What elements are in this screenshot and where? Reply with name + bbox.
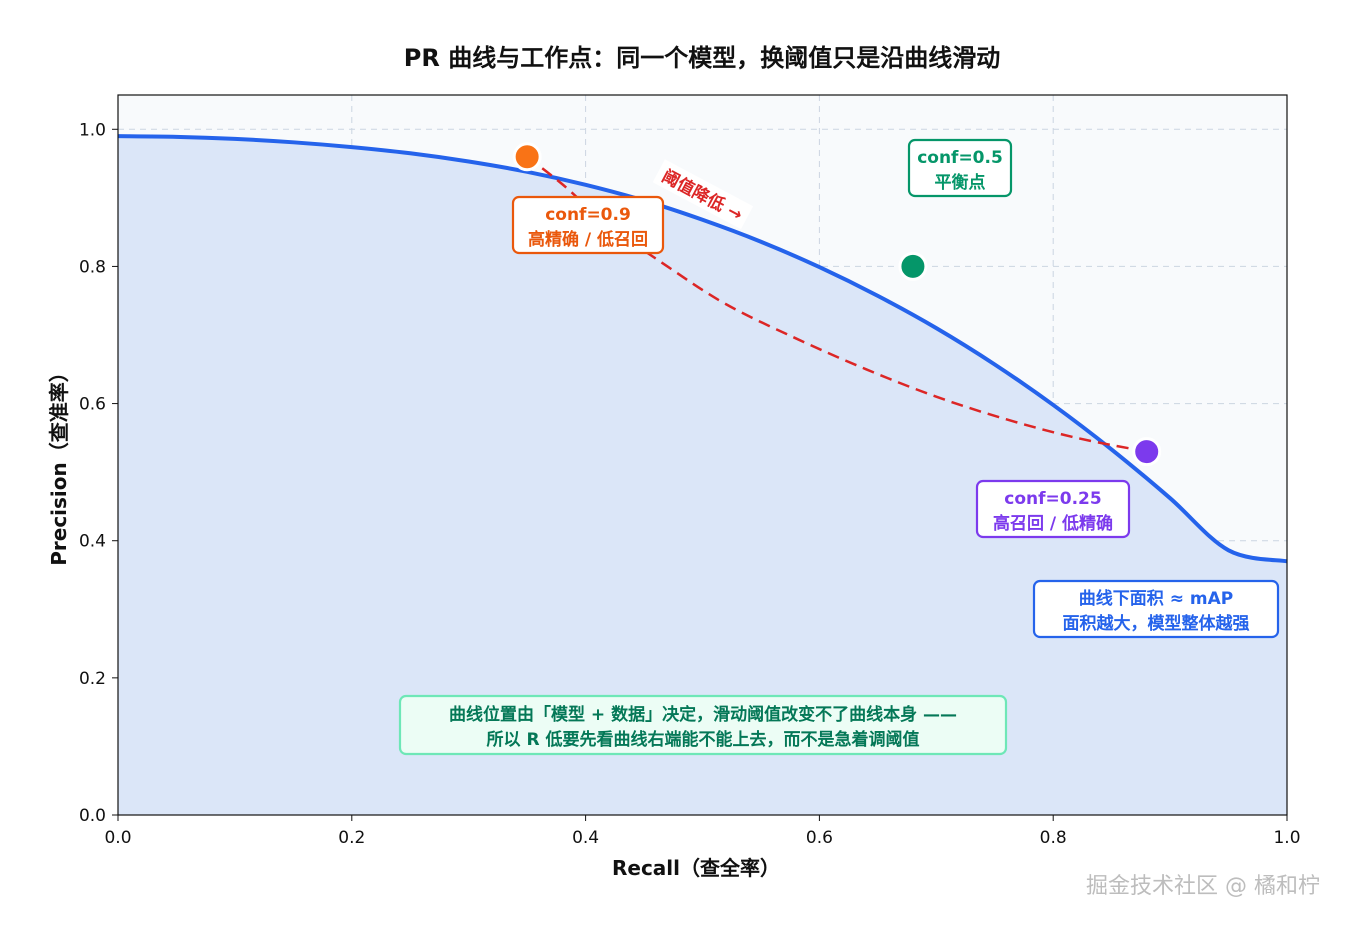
annotation-box-3: 曲线下面积 ≈ mAP 面积越大，模型整体越强 bbox=[1032, 579, 1280, 639]
y-tick-label: 0.0 bbox=[79, 806, 106, 826]
x-tick-label: 0.0 bbox=[104, 828, 131, 848]
y-tick-label: 0.6 bbox=[79, 395, 106, 415]
plot-frame bbox=[117, 94, 1288, 816]
y-tick-label: 0.8 bbox=[79, 257, 106, 277]
annotation-line: 平衡点 bbox=[935, 172, 986, 193]
annotation-line: 曲线位置由「模型 + 数据」决定，滑动阈值改变不了曲线本身 —— bbox=[449, 704, 957, 725]
annotation-line: conf=0.9 bbox=[545, 205, 631, 225]
annotation-line: 高精确 / 低召回 bbox=[528, 229, 648, 250]
annotation-box-0: conf=0.9 高精确 / 低召回 bbox=[511, 195, 665, 255]
chart-title: PR 曲线与工作点：同一个模型，换阈值只是沿曲线滑动 bbox=[404, 44, 1000, 72]
annotation-line: 所以 R 低要先看曲线右端能不能上去，而不是急着调阈值 bbox=[487, 729, 920, 750]
y-tick-label: 0.2 bbox=[79, 669, 106, 689]
x-tick-label: 1.0 bbox=[1273, 828, 1300, 848]
operating-point-0 bbox=[512, 142, 542, 172]
x-axis-label: Recall（查全率） bbox=[612, 856, 780, 880]
y-tick-label: 1.0 bbox=[79, 120, 106, 140]
y-axis-label: Precision（查准率） bbox=[47, 362, 71, 566]
annotation-line: 曲线下面积 ≈ mAP bbox=[1079, 588, 1233, 609]
annotation-box-2: conf=0.25 高召回 / 低精确 bbox=[975, 479, 1131, 539]
watermark: 掘金技术社区 @ 橘和柠 bbox=[1086, 874, 1320, 899]
x-tick-label: 0.8 bbox=[1040, 828, 1067, 848]
annotation-box-4: 曲线位置由「模型 + 数据」决定，滑动阈值改变不了曲线本身 —— 所以 R 低要先… bbox=[398, 694, 1008, 756]
annotation-box-1: conf=0.5 平衡点 bbox=[907, 138, 1013, 198]
y-tick-label: 0.4 bbox=[79, 532, 106, 552]
x-tick-label: 0.4 bbox=[572, 828, 599, 848]
annotation-line: conf=0.25 bbox=[1004, 489, 1101, 509]
pr-curve-line bbox=[117, 134, 1288, 564]
axis-ticks: 0.0 0.2 0.4 0.6 0.8 1.0 0.0 0.2 0.4 0.6 0.8 1.0 bbox=[79, 120, 1301, 848]
annotation-line: conf=0.5 bbox=[917, 148, 1003, 168]
x-tick-label: 0.2 bbox=[338, 828, 365, 848]
operating-points bbox=[512, 142, 1162, 467]
annotation-line: 高召回 / 低精确 bbox=[993, 513, 1113, 534]
operating-point-2 bbox=[1132, 437, 1162, 467]
annotations: conf=0.9 高精确 / 低召回 conf=0.5 平衡点 conf=0.25 高召回… bbox=[398, 138, 1280, 756]
annotation-line: 面积越大，模型整体越强 bbox=[1063, 613, 1250, 634]
x-tick-label: 0.6 bbox=[806, 828, 833, 848]
operating-point-1 bbox=[898, 251, 928, 281]
curve-area-fill bbox=[118, 136, 1287, 816]
